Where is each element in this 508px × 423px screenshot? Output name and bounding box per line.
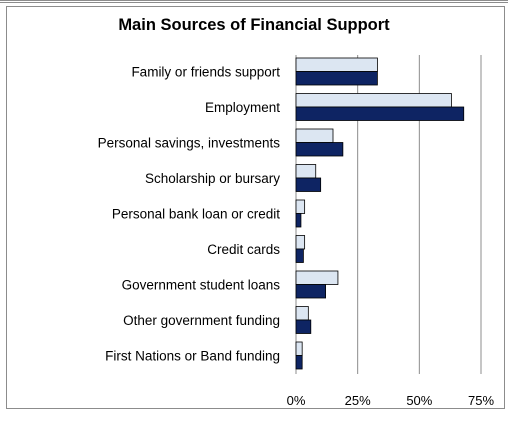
bar-series-1 [295, 164, 317, 179]
category-label: Family or friends support [131, 65, 280, 80]
bar-series-2 [295, 177, 322, 192]
bar-series-2 [295, 106, 465, 121]
category-label: Employment [205, 100, 280, 115]
category-label: Personal savings, investments [98, 136, 281, 151]
x-tick-label: 25% [345, 393, 371, 408]
bar-series-1 [295, 128, 334, 143]
bar-series-1 [295, 306, 309, 321]
x-tick-label: 75% [468, 393, 494, 408]
category-label: Other government funding [123, 313, 280, 328]
chart-title: Main Sources of Financial Support [118, 16, 390, 34]
bar-series-2 [295, 355, 303, 370]
bar-series-1 [295, 341, 303, 356]
category-label: Personal bank loan or credit [112, 207, 280, 222]
chart-frame [6, 6, 505, 409]
category-label: Credit cards [207, 242, 280, 257]
top-border [0, 0, 508, 3]
bar-series-1 [295, 199, 306, 214]
bar-series-1 [295, 57, 378, 72]
bar-series-2 [295, 248, 304, 263]
x-tick-label: 50% [406, 393, 432, 408]
bar-series-1 [295, 93, 452, 108]
bar-series-2 [295, 142, 344, 157]
x-tick-label: 0% [287, 393, 306, 408]
category-label: Government student loans [122, 278, 281, 293]
category-label: Scholarship or bursary [145, 171, 280, 186]
bar-series-1 [295, 270, 339, 285]
bar-series-2 [295, 71, 378, 86]
category-label: First Nations or Band funding [105, 349, 280, 364]
bar-series-2 [295, 284, 327, 299]
bar-series-1 [295, 235, 306, 250]
bar-series-2 [295, 319, 312, 334]
bar-series-2 [295, 213, 302, 228]
